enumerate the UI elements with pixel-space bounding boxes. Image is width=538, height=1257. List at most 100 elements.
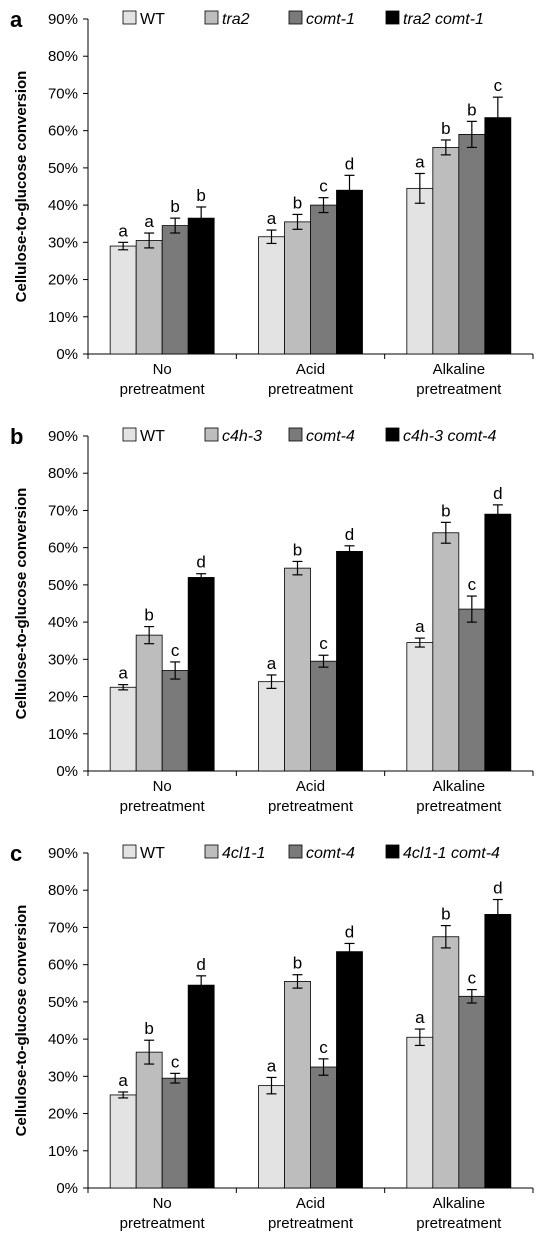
y-tick-label: 60% — [48, 540, 78, 557]
significance-letter: d — [493, 484, 502, 503]
significance-letter: b — [293, 193, 302, 212]
panel-label: c — [10, 841, 22, 866]
x-tick-label: Acid — [296, 778, 325, 795]
x-tick-label: No — [153, 361, 172, 378]
y-axis-title: Cellulose-to-glucose conversion — [13, 71, 30, 303]
significance-letter: b — [293, 954, 302, 973]
bar-WT — [406, 1036, 434, 1189]
chart-panel-b: b Cellulose-to-glucose conversion 0% 10% 20%… — [10, 424, 534, 815]
y-tick-label: 20% — [48, 689, 78, 706]
significance-letter: d — [196, 955, 205, 974]
x-tick-label: Alkaline — [433, 1195, 486, 1212]
y-tick-label: 40% — [48, 197, 78, 214]
y-tick-label: 80% — [48, 48, 78, 65]
significance-letter: c — [171, 1052, 180, 1071]
bar-tra2 — [284, 221, 311, 355]
bar-comt-4 — [310, 660, 337, 772]
bar-WT — [258, 681, 285, 772]
legend-swatch — [385, 844, 400, 859]
legend-label: tra2 comt-1 — [403, 11, 484, 28]
x-tick-label: Alkaline — [433, 778, 486, 795]
bar-c4h-3 — [135, 634, 163, 772]
bar-4cl1-1-comt-4 — [336, 951, 363, 1189]
y-axis-title: Cellulose-to-glucose conversion — [13, 905, 30, 1137]
significance-letter: a — [118, 664, 128, 683]
legend-swatch — [385, 10, 400, 25]
significance-letter: d — [345, 525, 354, 544]
bar-c4h-3-comt-4 — [484, 513, 512, 772]
y-tick-label: 80% — [48, 465, 78, 482]
y-tick-label: 90% — [48, 845, 78, 862]
bar-WT — [109, 245, 137, 355]
y-tick-label: 0% — [56, 1180, 78, 1197]
significance-letter: c — [319, 634, 328, 653]
x-tick-label: pretreatment — [268, 381, 354, 398]
x-tick-label: No — [153, 1195, 172, 1212]
significance-letter: a — [267, 1056, 277, 1075]
bar-4cl1-1-comt-4 — [484, 914, 512, 1189]
significance-letter: a — [118, 1071, 128, 1090]
legend-label: WT — [140, 428, 165, 445]
bar-comt-1 — [458, 133, 486, 355]
bar-WT — [109, 686, 137, 772]
y-tick-label: 30% — [48, 651, 78, 668]
legend-swatch — [122, 10, 137, 25]
bar-comt-1 — [310, 204, 337, 355]
x-tick-label: pretreatment — [416, 1215, 502, 1232]
significance-letter: d — [345, 154, 354, 173]
legend-label: WT — [140, 11, 165, 28]
bar-tra2-comt-1 — [187, 217, 215, 355]
legend-label: WT — [140, 845, 165, 862]
x-tick-label: pretreatment — [416, 798, 502, 815]
legend-swatch — [288, 427, 303, 442]
bar-comt-4 — [458, 995, 486, 1189]
bar-tra2-comt-1 — [484, 117, 512, 355]
bar-comt-4 — [458, 608, 486, 772]
significance-letter: a — [267, 654, 277, 673]
bar-comt-4 — [161, 1077, 189, 1189]
x-tick-label: Acid — [296, 361, 325, 378]
y-tick-label: 40% — [48, 1031, 78, 1048]
panel-label: a — [10, 7, 23, 32]
bar-c4h-3 — [432, 532, 460, 772]
y-tick-label: 0% — [56, 763, 78, 780]
y-tick-label: 70% — [48, 919, 78, 936]
panel-label: b — [10, 424, 23, 449]
significance-letter: a — [415, 152, 425, 171]
y-tick-label: 60% — [48, 123, 78, 140]
legend-swatch — [122, 427, 137, 442]
significance-letter: a — [415, 617, 425, 636]
bar-WT — [258, 236, 285, 355]
legend-swatch — [204, 10, 219, 25]
significance-letter: d — [493, 879, 502, 898]
bar-tra2 — [135, 240, 163, 355]
y-tick-label: 70% — [48, 85, 78, 102]
bar-4cl1-1-comt-4 — [187, 984, 215, 1189]
significance-letter: c — [171, 641, 180, 660]
bar-comt-4 — [310, 1066, 337, 1189]
bar-comt-4 — [161, 670, 189, 772]
bar-4cl1-1 — [135, 1051, 163, 1189]
y-tick-label: 10% — [48, 726, 78, 743]
significance-letter: b — [467, 100, 476, 119]
y-tick-label: 90% — [48, 428, 78, 445]
significance-letter: b — [293, 540, 302, 559]
bar-comt-1 — [161, 225, 189, 355]
y-tick-label: 20% — [48, 272, 78, 289]
x-tick-label: pretreatment — [120, 381, 206, 398]
legend-swatch — [385, 427, 400, 442]
y-tick-label: 70% — [48, 502, 78, 519]
x-tick-label: pretreatment — [120, 798, 206, 815]
bar-tra2 — [432, 147, 460, 355]
y-tick-label: 30% — [48, 234, 78, 251]
y-tick-label: 40% — [48, 614, 78, 631]
legend-swatch — [204, 427, 219, 442]
bar-WT — [406, 642, 434, 772]
significance-letter: c — [319, 1038, 328, 1057]
y-tick-label: 10% — [48, 309, 78, 326]
x-tick-label: Alkaline — [433, 361, 486, 378]
y-tick-label: 90% — [48, 11, 78, 28]
legend-label: comt-1 — [306, 11, 355, 28]
